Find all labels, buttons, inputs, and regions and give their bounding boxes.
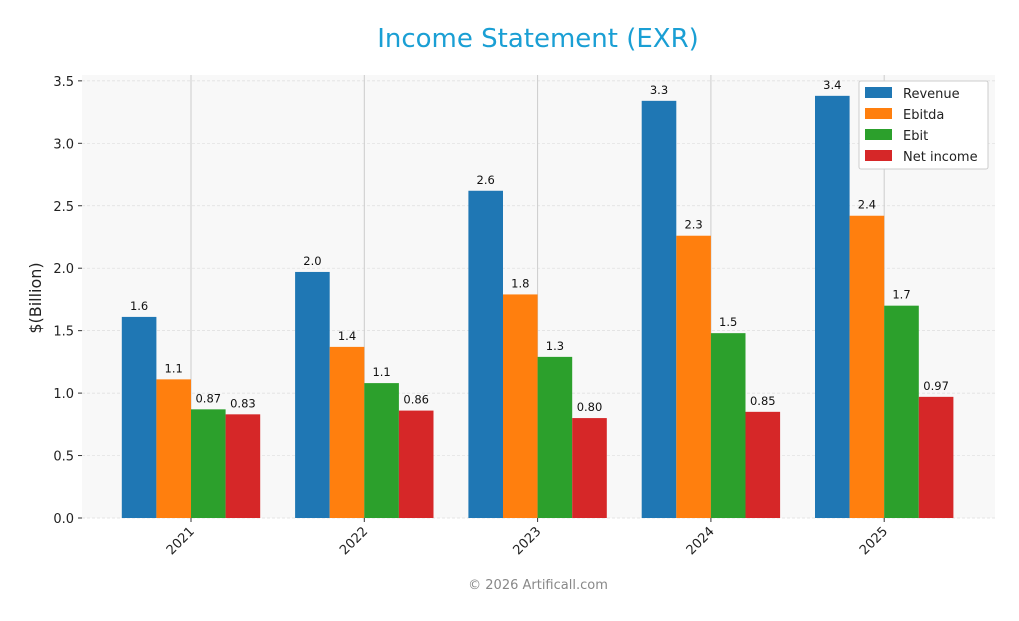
data-label: 3.3 [650,83,668,97]
data-label: 3.4 [823,78,841,92]
bar-revenue [468,190,503,518]
y-tick-label: 1.0 [53,387,74,402]
data-label: 1.6 [130,299,148,313]
bar-ebitda [849,215,885,518]
bar-ebit [710,333,746,518]
bar-net-income [572,418,607,518]
data-label: 0.97 [923,379,949,393]
bar-revenue [815,95,850,518]
bar-net-income [225,414,261,518]
data-label: 0.85 [750,394,776,408]
x-tick-label: 2025 [857,524,891,558]
data-label: 2.6 [477,173,495,187]
bar-revenue [641,100,677,519]
data-label: 1.5 [719,315,737,329]
y-tick-label: 1.5 [53,325,74,340]
chart-title: Income Statement (EXR) [377,24,699,54]
legend-label: Ebitda [903,108,944,123]
data-label: 0.80 [577,400,603,414]
x-tick-label: 2021 [164,524,198,558]
legend-swatch [865,87,892,98]
bar-ebitda [329,346,365,518]
bar-net-income [398,410,434,518]
legend-swatch [865,108,892,119]
data-label: 2.0 [303,254,321,268]
data-label: 1.4 [338,329,356,343]
legend-box [858,80,989,170]
bar-revenue [295,271,330,518]
bar-ebit [537,356,573,518]
y-tick-label: 0.5 [53,450,74,465]
bar-ebitda [676,235,711,518]
bar-ebit [364,383,399,518]
data-label: 1.1 [372,365,390,379]
bar-ebit [191,409,226,518]
x-tick-label: 2024 [684,524,718,558]
y-axis-label: $(Billion) [26,262,45,333]
y-tick-label: 2.0 [53,262,74,277]
data-label: 1.7 [892,288,910,302]
legend-label: Ebit [903,129,928,144]
y-tick-label: 0.0 [53,512,74,527]
x-tick-label: 2022 [337,524,371,558]
footer-copyright: © 2026 Artificall.com [468,578,608,593]
bar-net-income [745,411,781,518]
legend-label: Revenue [903,87,960,102]
legend-swatch [865,150,892,161]
data-label: 1.8 [511,276,529,290]
legend-label: Net income [903,150,978,165]
data-label: 0.86 [403,393,429,407]
y-tick-label: 3.0 [53,137,74,152]
legend: Revenue Ebitda Ebit Net income [858,80,989,170]
data-label: 1.3 [546,339,564,353]
data-label: 0.87 [195,391,221,405]
legend-swatch [865,129,892,140]
y-tick-label: 2.5 [53,200,74,215]
bar-net-income [918,396,954,518]
x-tick-label: 2023 [510,524,544,558]
data-label: 2.3 [684,218,702,232]
data-label: 2.4 [858,198,876,212]
bar-ebitda [156,379,191,518]
bar-ebit [884,305,919,518]
y-tick-label: 3.5 [53,75,74,90]
bar-revenue [121,316,157,518]
data-label: 0.83 [230,396,256,410]
data-label: 1.1 [165,361,183,375]
bar-ebitda [503,294,538,518]
